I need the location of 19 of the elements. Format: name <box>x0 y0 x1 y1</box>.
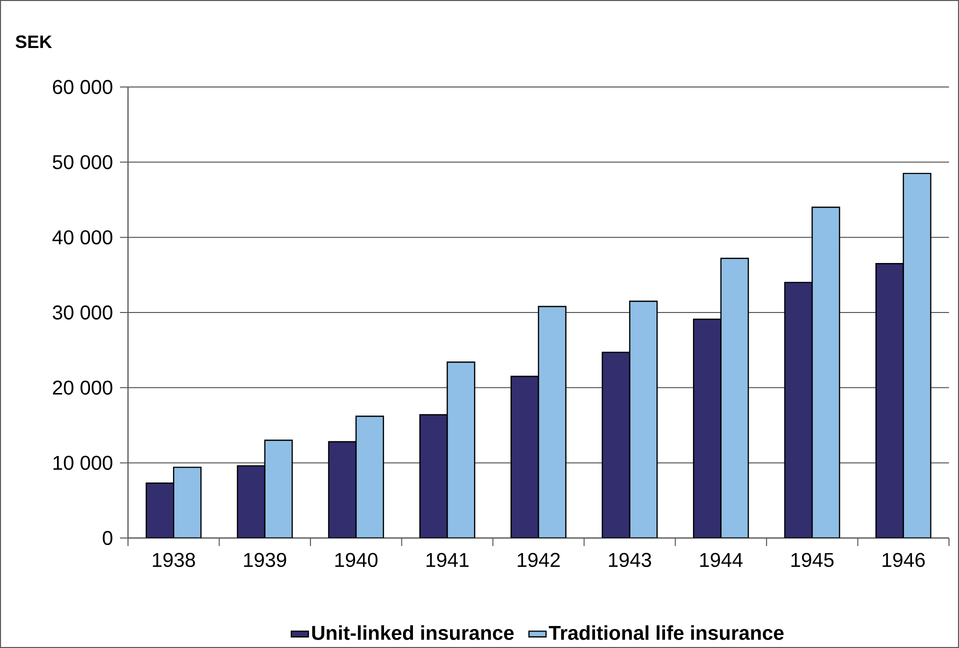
y-tick-label: 60 000 <box>52 80 112 94</box>
y-tick-label: 40 000 <box>52 230 112 244</box>
x-tick-label: 1943 <box>608 552 652 568</box>
y-axis-title: SEK <box>16 35 52 48</box>
x-tick-label: 1939 <box>244 552 286 568</box>
legend-label: Traditional life insurance <box>548 625 784 640</box>
x-tick-label: 1945 <box>791 552 834 568</box>
y-tick-label: 0 <box>102 530 112 546</box>
legend-label: Unit-linked insurance <box>312 625 514 640</box>
y-tick-label: 20 000 <box>52 380 112 395</box>
x-tick-label: 1941 <box>426 552 469 568</box>
x-tick-label: 1942 <box>518 552 560 568</box>
x-tick-label: 1938 <box>152 552 195 568</box>
y-tick-label: 10 000 <box>53 456 112 470</box>
y-tick-label: 30 000 <box>52 305 112 320</box>
y-tick-label: 50 000 <box>52 155 112 170</box>
x-tick-label: 1944 <box>700 552 743 568</box>
x-tick-label: 1940 <box>335 552 378 568</box>
x-tick-label: 1946 <box>882 552 925 568</box>
